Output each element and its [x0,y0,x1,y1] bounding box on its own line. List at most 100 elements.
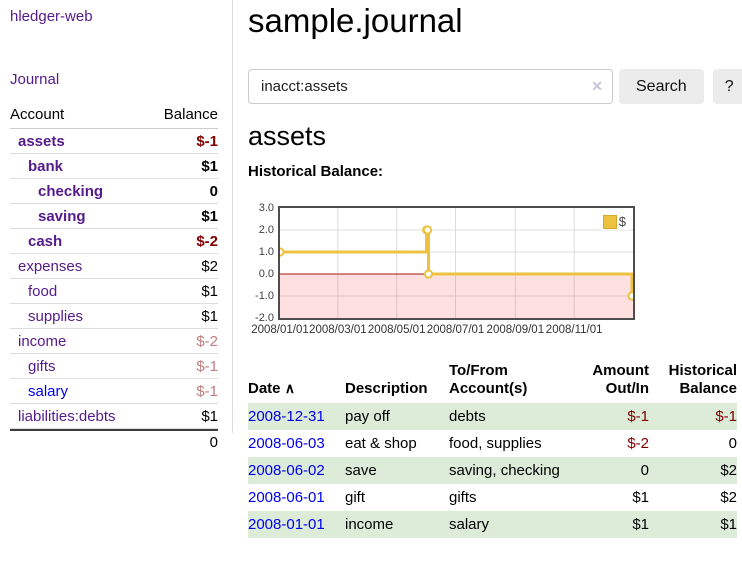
balance-cell: 0 [728,435,737,452]
account-row: cash $-2 [10,229,218,254]
date-cell: 2008-12-31 [248,403,345,430]
column-header-balance: Historical Balance [668,362,737,397]
y-axis-tick: 3.0 [258,201,274,214]
account-balance: $2 [201,257,218,275]
transaction-date-link[interactable]: 2008-01-01 [248,516,325,533]
account-tree-header: Account Balance [10,103,218,129]
balance-cell: $1 [720,516,737,533]
account-balance: $-1 [196,132,218,150]
transaction-date-link[interactable]: 2008-12-31 [248,408,325,425]
account-row: income $-2 [10,329,218,354]
column-header-description: Description [345,380,428,397]
sidebar-item-liabilities-debts[interactable]: liabilities:debts [18,407,116,425]
account-row: food $1 [10,279,218,304]
register-row: 2008-06-01 gift gifts $1 $2 [248,484,737,511]
date-cell: 2008-06-01 [248,484,345,511]
y-axis-tick: -2.0 [255,311,274,324]
register-table: Date ∧ Description To/From Account(s) Am… [248,360,737,538]
x-axis-tick: 2008/01/01 [251,324,309,336]
legend-label: $ [618,214,626,229]
x-axis-tick: 2008/09/01 [486,324,545,336]
sort-ascending-icon: ∧ [284,380,295,396]
search-box: ✕ [248,69,613,104]
amount-cell: 0 [640,462,649,479]
search-button[interactable]: Search [619,69,704,104]
account-row: gifts $-1 [10,354,218,379]
sidebar-item-journal[interactable]: Journal [10,71,60,88]
accounts-cell: food, supplies [449,435,542,452]
account-balance: $-2 [196,232,218,250]
balance-cell: $2 [720,462,737,479]
description-cell: save [345,462,377,479]
account-row: saving $1 [10,204,218,229]
accounts-cell: gifts [449,489,477,506]
sidebar-item-gifts[interactable]: gifts [28,357,56,375]
accounts-cell: debts [449,408,486,425]
description-cell: eat & shop [345,435,417,452]
main-content: sample.journal ✕ Search ? assets Histori… [248,0,742,582]
description-cell: income [345,516,394,533]
brand-link[interactable]: hledger-web [10,8,93,25]
account-row: expenses $2 [10,254,218,279]
amount-cell: $-2 [627,435,649,452]
search-form: ✕ Search ? [248,69,742,104]
sidebar-item-income[interactable]: income [18,332,67,350]
description-cell: pay off [345,408,390,425]
sidebar-item-bank[interactable]: bank [28,157,64,175]
transaction-date-link[interactable]: 2008-06-01 [248,489,325,506]
y-axis-tick: 1.0 [258,245,274,258]
amount-cell: $1 [632,516,649,533]
register-row: 2008-12-31 pay off debts $-1 $-1 [248,403,737,430]
sidebar-item-saving[interactable]: saving [38,207,86,225]
historical-balance-chart[interactable]: $ 3.0 2.0 1.0 0.0 -1.0 -2.0 2008/01/01 2008/03… [248,200,718,345]
sidebar-item-expenses[interactable]: expenses [18,257,83,275]
search-input[interactable] [248,69,613,104]
page-title: sample.journal [248,2,463,39]
register-rows: 2008-12-31 pay off debts $-1 $-1 2008-06-03 ea… [248,403,737,538]
balance-column-header: Balance [163,106,218,123]
account-balance: $-1 [196,382,218,400]
date-cell: 2008-06-02 [248,457,345,484]
chart-plot-area[interactable]: $ [278,206,635,320]
amount-cell: $-1 [627,408,649,425]
account-balance: $1 [201,307,218,325]
chart-title: Historical Balance: [248,163,384,180]
account-total-row: 0 [10,429,218,454]
help-button[interactable]: ? [712,69,742,104]
column-header-amount: Amount Out/In [592,362,649,397]
account-row: checking 0 [10,179,218,204]
y-axis-tick: 0.0 [258,267,274,280]
account-row: salary $-1 [10,379,218,404]
register-row: 2008-06-02 save saving, checking 0 $2 [248,457,737,484]
legend-swatch-icon [602,214,617,229]
account-row: bank $1 [10,154,218,179]
account-balance: $1 [201,207,218,225]
y-axis-tick: -1.0 [255,289,274,302]
sidebar-item-cash[interactable]: cash [28,232,63,250]
sidebar-item-salary[interactable]: salary [28,382,69,400]
y-axis-tick: 2.0 [258,223,274,236]
transaction-date-link[interactable]: 2008-06-03 [248,435,325,452]
register-row: 2008-01-01 income salary $1 $1 [248,511,737,538]
account-balance: $1 [201,407,218,425]
sidebar-item-assets[interactable]: assets [18,132,65,150]
sidebar-item-food[interactable]: food [28,282,58,300]
amount-cell: $1 [632,489,649,506]
account-row: assets $-1 [10,129,218,154]
sidebar: hledger-web Journal Account Balance asse… [0,0,233,451]
column-header-date: Date ∧ [248,380,295,397]
account-rows: assets $-1 bank $1 checking 0 saving $1 cash $-2 e… [10,129,218,429]
account-tree: Account Balance assets $-1 bank $1 checking 0… [10,103,218,454]
register-header-row: Date ∧ Description To/From Account(s) Am… [248,360,737,403]
x-axis-tick: 2008/07/01 [426,324,485,336]
chart-canvas [280,208,633,318]
account-row: liabilities:debts $1 [10,404,218,429]
chart-legend: $ [600,213,628,230]
sidebar-item-checking[interactable]: checking [38,182,104,200]
account-column-header: Account [10,106,65,123]
clear-search-icon[interactable]: ✕ [591,78,603,94]
sidebar-item-supplies[interactable]: supplies [28,307,84,325]
transaction-date-link[interactable]: 2008-06-02 [248,462,325,479]
account-heading: assets [248,121,327,151]
total-balance: 0 [209,434,218,451]
